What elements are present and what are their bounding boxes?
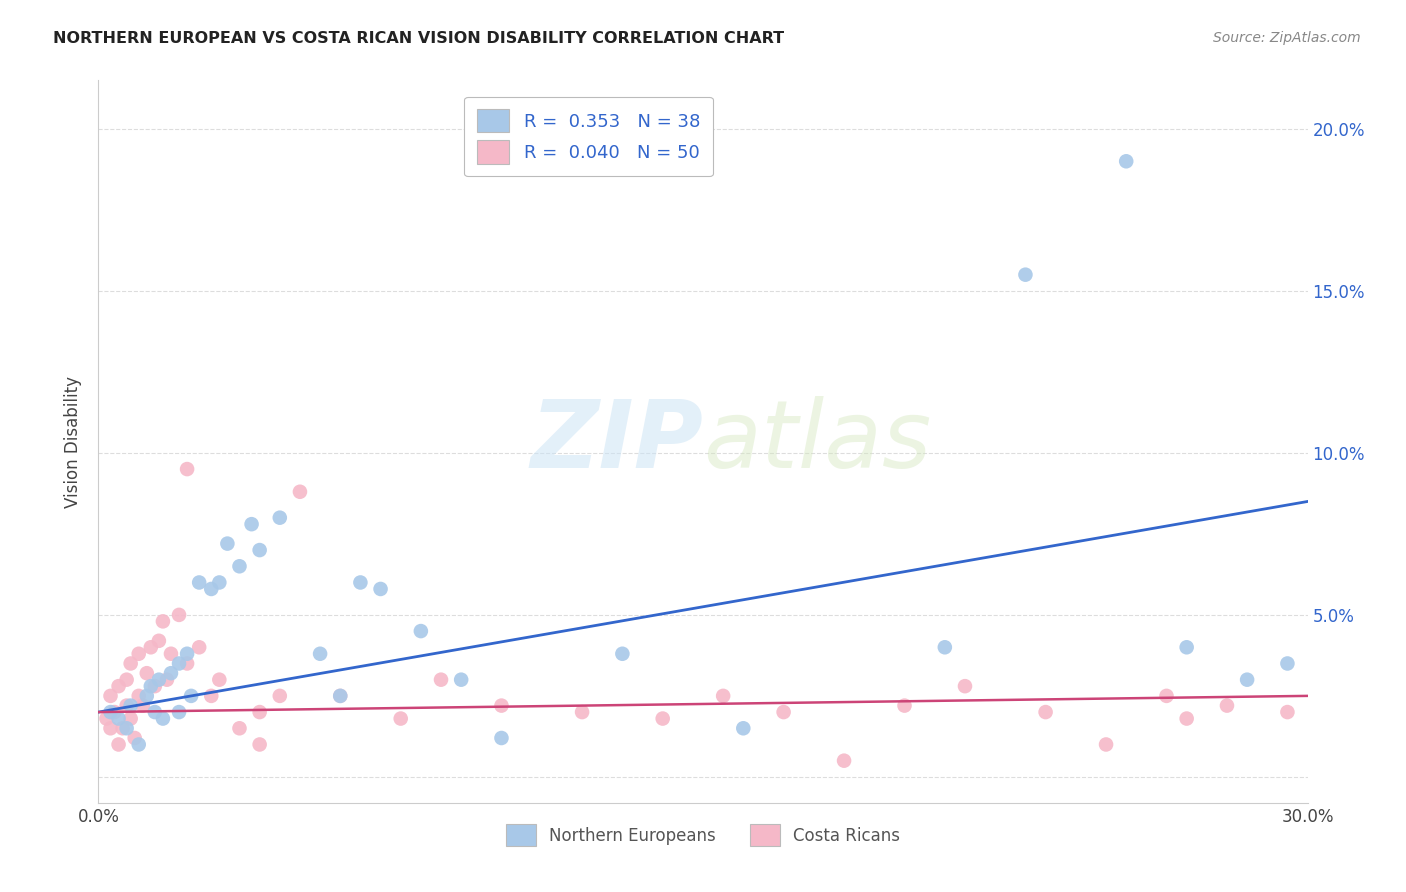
- Point: [733, 721, 755, 735]
- Point: [96, 712, 118, 726]
- Point: [309, 647, 332, 661]
- Point: [188, 575, 211, 590]
- Point: [167, 657, 190, 671]
- Point: [100, 689, 122, 703]
- Point: [176, 462, 198, 476]
- Point: [152, 615, 174, 629]
- Point: [1277, 705, 1299, 719]
- Point: [135, 689, 157, 703]
- Point: [107, 712, 129, 726]
- Point: [156, 673, 179, 687]
- Point: [1175, 712, 1198, 726]
- Point: [240, 517, 263, 532]
- Point: [329, 689, 352, 703]
- Point: [772, 705, 794, 719]
- Point: [249, 738, 271, 752]
- Point: [1156, 689, 1178, 703]
- Point: [370, 582, 392, 596]
- Point: [1175, 640, 1198, 655]
- Point: [1277, 657, 1299, 671]
- Point: [934, 640, 956, 655]
- Point: [139, 640, 162, 655]
- Point: [148, 633, 170, 648]
- Point: [152, 712, 174, 726]
- Point: [120, 698, 142, 713]
- Point: [409, 624, 432, 638]
- Point: [167, 607, 190, 622]
- Text: Source: ZipAtlas.com: Source: ZipAtlas.com: [1213, 31, 1361, 45]
- Point: [176, 657, 198, 671]
- Point: [349, 575, 371, 590]
- Point: [491, 731, 513, 745]
- Point: [167, 705, 190, 719]
- Point: [249, 543, 271, 558]
- Point: [953, 679, 976, 693]
- Point: [612, 647, 634, 661]
- Point: [1095, 738, 1118, 752]
- Point: [329, 689, 352, 703]
- Point: [288, 484, 311, 499]
- Point: [249, 705, 271, 719]
- Point: [100, 705, 122, 719]
- Point: [180, 689, 202, 703]
- Point: [120, 712, 142, 726]
- Text: atlas: atlas: [703, 396, 931, 487]
- Y-axis label: Vision Disability: Vision Disability: [65, 376, 83, 508]
- Point: [103, 705, 125, 719]
- Point: [128, 689, 150, 703]
- Point: [128, 738, 150, 752]
- Point: [107, 738, 129, 752]
- Point: [200, 689, 222, 703]
- Point: [100, 721, 122, 735]
- Point: [1115, 154, 1137, 169]
- Point: [128, 647, 150, 661]
- Point: [120, 657, 142, 671]
- Point: [111, 721, 134, 735]
- Point: [208, 673, 231, 687]
- Text: NORTHERN EUROPEAN VS COSTA RICAN VISION DISABILITY CORRELATION CHART: NORTHERN EUROPEAN VS COSTA RICAN VISION …: [53, 31, 785, 46]
- Point: [893, 698, 915, 713]
- Point: [832, 754, 855, 768]
- Text: ZIP: ZIP: [530, 395, 703, 488]
- Point: [1216, 698, 1239, 713]
- Point: [160, 666, 183, 681]
- Point: [176, 647, 198, 661]
- Point: [148, 673, 170, 687]
- Point: [450, 673, 472, 687]
- Legend: Northern Europeans, Costa Ricans: Northern Europeans, Costa Ricans: [496, 814, 910, 856]
- Point: [143, 705, 166, 719]
- Point: [228, 721, 250, 735]
- Point: [269, 510, 291, 524]
- Point: [115, 721, 138, 735]
- Point: [711, 689, 734, 703]
- Point: [115, 698, 138, 713]
- Point: [389, 712, 412, 726]
- Point: [228, 559, 250, 574]
- Point: [139, 679, 162, 693]
- Point: [132, 698, 155, 713]
- Point: [651, 712, 673, 726]
- Point: [124, 731, 146, 745]
- Point: [208, 575, 231, 590]
- Point: [571, 705, 593, 719]
- Point: [1236, 673, 1258, 687]
- Point: [491, 698, 513, 713]
- Point: [160, 647, 183, 661]
- Point: [430, 673, 453, 687]
- Point: [143, 679, 166, 693]
- Point: [115, 673, 138, 687]
- Point: [135, 666, 157, 681]
- Point: [1014, 268, 1036, 282]
- Point: [217, 536, 239, 550]
- Point: [1035, 705, 1057, 719]
- Point: [269, 689, 291, 703]
- Point: [200, 582, 222, 596]
- Point: [188, 640, 211, 655]
- Point: [107, 679, 129, 693]
